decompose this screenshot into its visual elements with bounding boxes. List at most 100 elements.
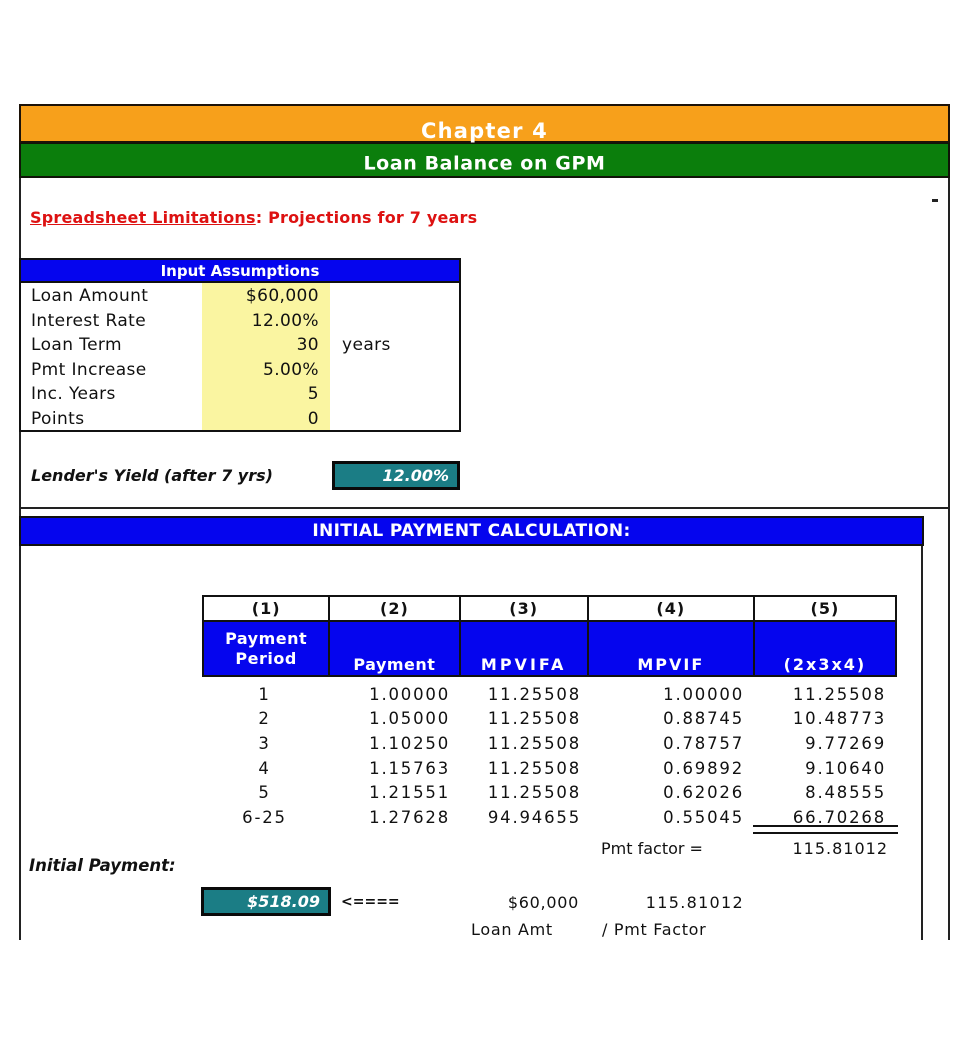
chapter-title: Chapter 4 <box>421 118 548 143</box>
colnum-2: (2) <box>328 597 458 620</box>
cell-period: 4 <box>258 758 271 778</box>
input-row-loan-amount: Loan Amount $60,000 <box>21 284 459 309</box>
cell-mpvifa: 11.25508 <box>487 758 581 778</box>
input-assumptions-title: Input Assumptions <box>160 261 320 280</box>
pmt-factor-value-2: 115.81012 <box>645 893 744 912</box>
cell-period: 6-25 <box>242 807 287 827</box>
input-value[interactable]: 12.00% <box>251 310 319 331</box>
input-cells-highlight <box>202 283 330 430</box>
loan-amount-value: $60,000 <box>507 893 579 912</box>
header-product: (2x3x4) <box>752 622 895 675</box>
input-label: Loan Term <box>31 335 122 356</box>
input-label: Pmt Increase <box>31 359 147 380</box>
table-row: 6-25 1.27628 94.94655 0.55045 66.70268 <box>202 805 897 830</box>
table-row: 1 1.00000 11.25508 1.00000 11.25508 <box>202 682 897 707</box>
initial-payment-cell[interactable]: $518.09 <box>201 887 331 916</box>
subtitle-text: Loan Balance on GPM <box>363 152 606 175</box>
section-divider <box>19 507 950 509</box>
input-label: Interest Rate <box>31 310 147 331</box>
input-value[interactable]: $60,000 <box>245 286 319 306</box>
calc-section-title: INITIAL PAYMENT CALCULATION: <box>312 521 631 541</box>
cell-mpvifa: 11.25508 <box>487 709 581 729</box>
input-assumptions-table <box>19 283 461 432</box>
table-row: 4 1.15763 11.25508 0.69892 9.10640 <box>202 756 897 781</box>
initial-payment-label: Initial Payment: <box>29 856 176 875</box>
header-mpvifa: MPVIFA <box>458 622 587 675</box>
colnum-3: (3) <box>458 597 587 620</box>
header-line: Period <box>235 648 297 668</box>
input-row-loan-term: Loan Term 30 years <box>21 333 459 358</box>
loan-amount-caption: Loan Amt <box>471 920 553 939</box>
cell-payment: 1.05000 <box>369 709 450 729</box>
pmt-factor-value: 115.81012 <box>792 839 888 858</box>
input-value[interactable]: 5 <box>307 384 319 405</box>
initial-payment-value: $518.09 <box>247 892 320 911</box>
chapter-banner: Chapter 4 <box>19 104 950 143</box>
cell-product: 10.48773 <box>792 709 886 729</box>
calc-column-border <box>921 546 923 940</box>
cell-period: 2 <box>258 709 271 729</box>
input-label: Loan Amount <box>31 286 149 306</box>
cell-product: 8.48555 <box>805 783 886 803</box>
lenders-yield-value: 12.00% <box>382 466 449 485</box>
cell-payment: 1.27628 <box>369 807 450 827</box>
cell-product: 66.70268 <box>792 807 886 827</box>
sum-double-rule <box>753 825 898 834</box>
cell-payment: 1.21551 <box>369 783 450 803</box>
colnum-1: (1) <box>251 599 281 618</box>
header-line: Payment <box>225 628 308 648</box>
payment-table-colnums: (1) (2) (3) (4) (5) <box>202 595 897 622</box>
table-row: 2 1.05000 11.25508 0.88745 10.48773 <box>202 706 897 731</box>
cell-payment: 1.10250 <box>369 734 450 753</box>
cell-mpvif: 0.88745 <box>663 709 744 729</box>
arrow-annotation: <==== <box>341 894 400 910</box>
input-value[interactable]: 5.00% <box>262 359 319 380</box>
input-label: Inc. Years <box>31 384 116 405</box>
pmt-factor-label: Pmt factor = <box>601 839 703 858</box>
calc-section-header: INITIAL PAYMENT CALCULATION: <box>19 516 924 546</box>
cell-period: 3 <box>258 734 271 753</box>
input-value[interactable]: 0 <box>307 409 319 429</box>
subtitle-banner: Loan Balance on GPM <box>19 143 950 178</box>
cell-product: 9.77269 <box>805 734 886 753</box>
dash-mark <box>932 199 938 202</box>
header-line: (2x3x4) <box>783 655 867 674</box>
header-line: MPVIFA <box>480 655 567 674</box>
payment-table-header: Payment Period Payment MPVIFA MPVIF (2x3… <box>202 622 897 677</box>
input-label: Points <box>31 409 85 429</box>
table-row: 3 1.10250 11.25508 0.78757 9.77269 <box>202 731 897 756</box>
lenders-yield-cell[interactable]: 12.00% <box>332 461 460 490</box>
cell-mpvif: 1.00000 <box>663 684 744 704</box>
cell-product: 9.10640 <box>805 758 886 778</box>
sheet-right-border <box>948 104 950 940</box>
input-value[interactable]: 30 <box>296 335 319 356</box>
header-payment-period: Payment Period <box>204 622 328 675</box>
lenders-yield-label: Lender's Yield (after 7 yrs) <box>31 466 273 485</box>
limitations-note-rest: : Projections for 7 years <box>255 208 478 227</box>
input-row-interest-rate: Interest Rate 12.00% <box>21 309 459 334</box>
cell-product: 11.25508 <box>792 684 886 704</box>
cell-mpvif: 0.62026 <box>663 783 744 803</box>
header-line: MPVIF <box>637 655 705 674</box>
cell-mpvifa: 11.25508 <box>487 783 581 803</box>
colnum-5: (5) <box>752 597 895 620</box>
input-suffix: years <box>342 335 391 356</box>
table-row: 5 1.21551 11.25508 0.62026 8.48555 <box>202 780 897 805</box>
pmt-factor-caption: / Pmt Factor <box>602 920 707 939</box>
cell-period: 1 <box>258 684 271 704</box>
cell-mpvifa: 11.25508 <box>487 684 581 704</box>
header-payment: Payment <box>328 622 458 675</box>
cell-mpvif: 0.78757 <box>663 734 744 753</box>
cell-payment: 1.15763 <box>369 758 450 778</box>
header-mpvif: MPVIF <box>586 622 753 675</box>
input-row-inc-years: Inc. Years 5 <box>21 382 459 407</box>
colnum-4: (4) <box>586 597 753 620</box>
input-assumptions-header: Input Assumptions <box>19 258 461 283</box>
limitations-note: Spreadsheet Limitations: Projections for… <box>30 208 477 227</box>
cell-mpvifa: 11.25508 <box>487 734 581 753</box>
header-line: Payment <box>353 655 436 674</box>
input-row-pmt-increase: Pmt Increase 5.00% <box>21 358 459 383</box>
input-row-points: Points 0 <box>21 407 459 432</box>
cell-payment: 1.00000 <box>369 684 450 704</box>
